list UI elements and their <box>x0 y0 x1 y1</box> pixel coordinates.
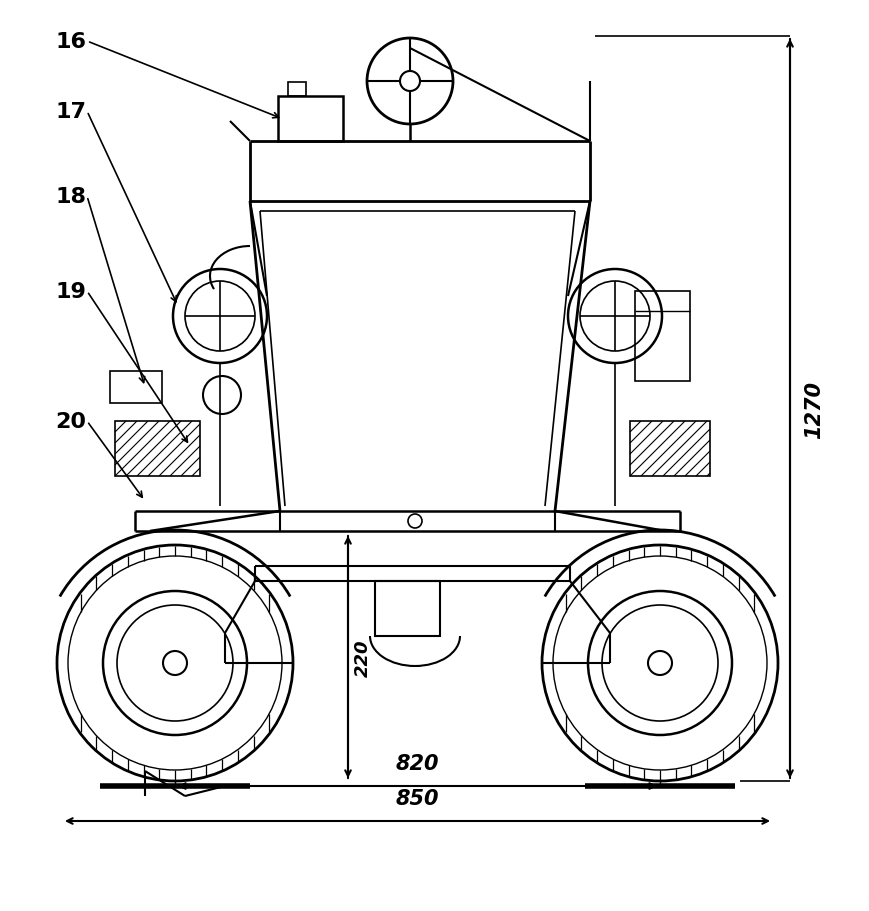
Text: 820: 820 <box>395 753 439 773</box>
Text: 17: 17 <box>55 102 86 122</box>
Bar <box>634 292 689 382</box>
Bar <box>375 581 440 636</box>
Text: 220: 220 <box>354 639 372 676</box>
Text: 18: 18 <box>55 187 86 207</box>
Text: 19: 19 <box>55 281 86 302</box>
Bar <box>109 372 162 404</box>
Bar <box>288 83 306 97</box>
Text: 16: 16 <box>55 32 86 52</box>
Text: 1270: 1270 <box>803 380 823 438</box>
Text: 20: 20 <box>55 412 86 432</box>
Bar <box>278 97 342 142</box>
Text: 850: 850 <box>395 788 439 808</box>
